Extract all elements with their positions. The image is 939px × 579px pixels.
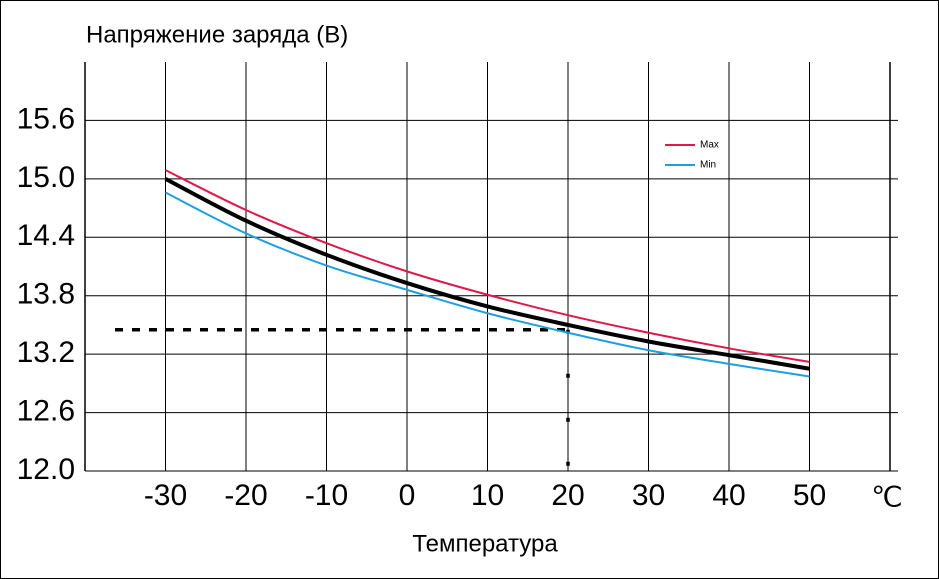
x-tick-label: -30 bbox=[144, 479, 187, 512]
x-tick-label: 20 bbox=[551, 479, 584, 512]
x-axis-label: Температура bbox=[412, 530, 558, 557]
legend-label: Max bbox=[700, 140, 719, 151]
x-tick-label: 10 bbox=[471, 479, 504, 512]
y-tick-label: 13.8 bbox=[17, 278, 75, 311]
y-tick-label: 12.6 bbox=[17, 394, 75, 427]
x-tick-label: 50 bbox=[793, 479, 826, 512]
y-tick-label: 14.4 bbox=[17, 219, 75, 252]
legend-label: Min bbox=[700, 160, 716, 171]
x-tick-label: 40 bbox=[712, 479, 745, 512]
y-tick-label: 15.6 bbox=[17, 102, 75, 135]
x-tick-label: -20 bbox=[224, 479, 267, 512]
y-tick-label: 15.0 bbox=[17, 161, 75, 194]
series-line bbox=[164, 177, 810, 371]
x-unit: ℃ bbox=[871, 482, 902, 513]
series-line bbox=[165, 191, 810, 378]
x-tick-label: 30 bbox=[632, 479, 665, 512]
y-tick-label: 12.0 bbox=[17, 453, 75, 486]
x-tick-label: -10 bbox=[305, 479, 348, 512]
series-line bbox=[165, 169, 810, 363]
y-tick-label: 13.2 bbox=[17, 336, 75, 369]
chart-title: Напряжение заряда (В) bbox=[86, 21, 348, 48]
x-tick-label: 0 bbox=[399, 479, 416, 512]
